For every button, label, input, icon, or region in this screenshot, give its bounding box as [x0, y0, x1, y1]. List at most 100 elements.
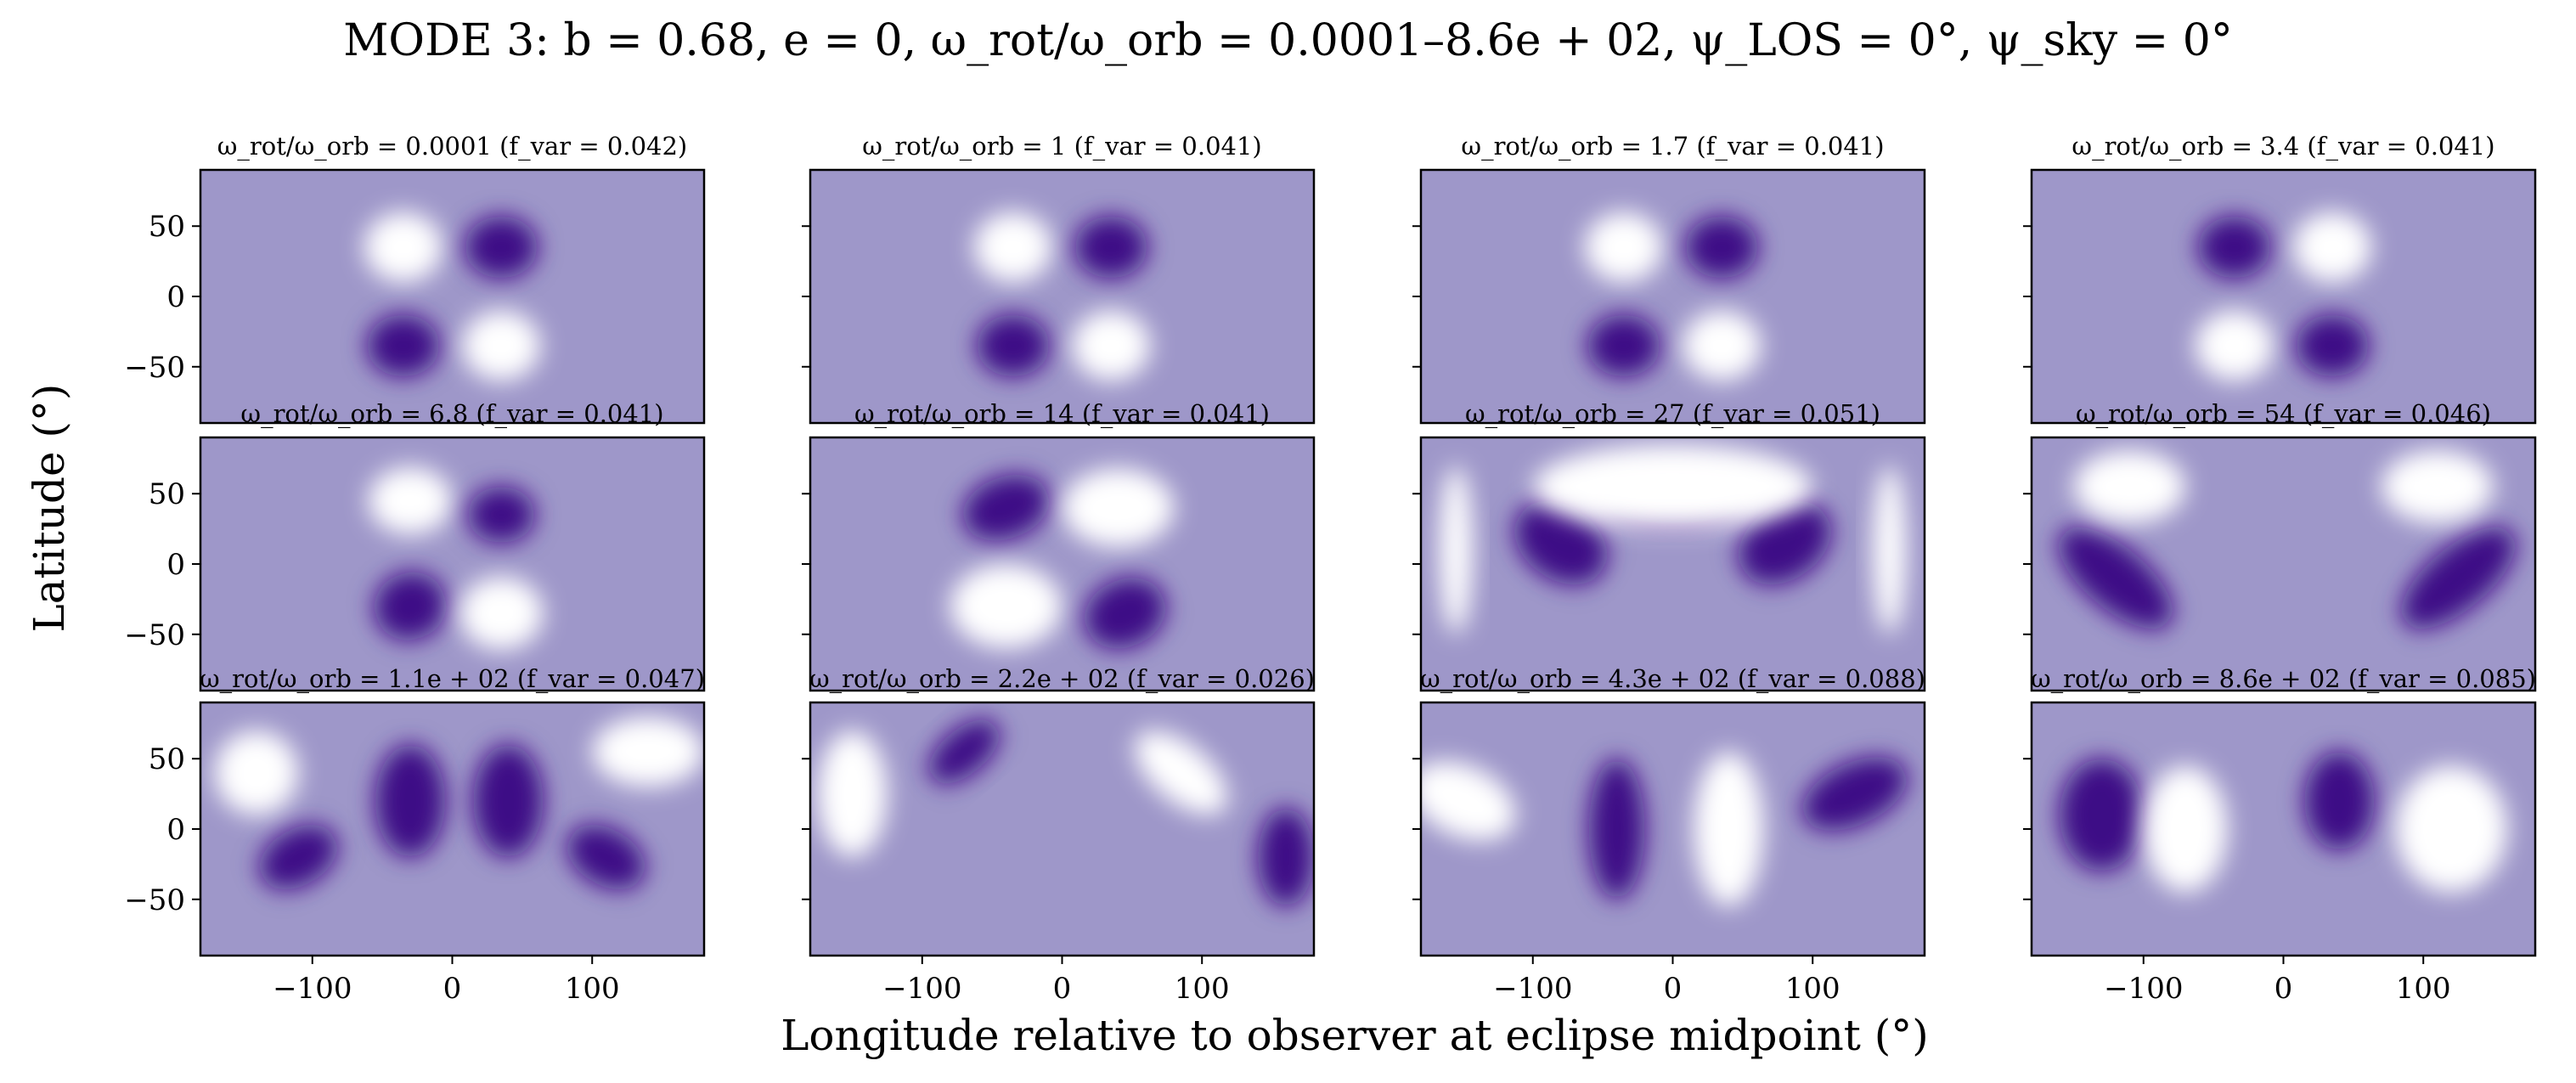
dark-region — [259, 825, 338, 889]
figure-title: MODE 3: b = 0.68, e = 0, ω_rot/ω_orb = 0… — [0, 15, 2576, 66]
y-tick-label: 50 — [149, 477, 185, 511]
dark-region — [2058, 527, 2173, 629]
light-region — [462, 310, 541, 381]
y-tick-label: 50 — [149, 742, 185, 776]
map-background — [200, 437, 704, 691]
panel-title: ω_rot/ω_orb = 8.6e + 02 (f_var = 0.085) — [2031, 664, 2536, 694]
light-region — [817, 730, 888, 858]
dark-region — [367, 314, 440, 377]
map-background — [810, 170, 1314, 423]
x-tick-label: −100 — [273, 972, 352, 1006]
x-tick-label: 0 — [443, 972, 462, 1006]
x-tick-label: 0 — [2274, 972, 2293, 1006]
panel-title: ω_rot/ω_orb = 27 (f_var = 0.051) — [1465, 399, 1880, 429]
light-region — [973, 212, 1052, 283]
light-region — [1421, 761, 1516, 841]
dark-region — [928, 719, 1000, 784]
dark-region — [1738, 501, 1831, 585]
x-tick-label: 100 — [1785, 972, 1840, 1006]
light-region — [2195, 310, 2274, 381]
light-region — [1873, 465, 1907, 635]
light-region — [2381, 449, 2494, 523]
y-tick-label: 0 — [166, 548, 185, 582]
light-region — [2293, 212, 2372, 283]
y-tick-label: −50 — [124, 618, 185, 652]
x-tick-label: 100 — [1175, 972, 1230, 1006]
dark-region — [1587, 314, 1660, 377]
y-tick-label: 0 — [166, 280, 185, 314]
light-region — [1694, 751, 1764, 907]
x-tick-label: −100 — [882, 972, 961, 1006]
x-tick-label: 100 — [2396, 972, 2451, 1006]
dark-region — [1514, 501, 1608, 585]
panel-title: ω_rot/ω_orb = 2.2e + 02 (f_var = 0.026) — [809, 664, 1315, 694]
dark-region — [374, 572, 447, 640]
dark-region — [375, 744, 446, 858]
y-tick-label: 50 — [149, 210, 185, 244]
x-tick-label: −100 — [2104, 972, 2183, 1006]
map-background — [810, 702, 1314, 956]
light-region — [2143, 765, 2228, 893]
light-region — [459, 576, 544, 650]
dark-region — [2198, 216, 2271, 279]
figure-title-text: MODE 3: b = 0.68, e = 0, ω_rot/ω_orb = 0… — [343, 15, 2233, 66]
light-region — [1584, 212, 1663, 283]
dark-region — [566, 825, 645, 889]
x-tick-label: −100 — [1493, 972, 1572, 1006]
panel-title: ω_rot/ω_orb = 4.3e + 02 (f_var = 0.088) — [1420, 664, 1925, 694]
light-region — [368, 466, 453, 535]
panel-title: ω_rot/ω_orb = 1.7 (f_var = 0.041) — [1461, 132, 1884, 161]
dark-region — [1801, 757, 1908, 831]
panel-title: ω_rot/ω_orb = 14 (f_var = 0.041) — [854, 399, 1270, 429]
dark-region — [1258, 808, 1314, 907]
light-region — [2395, 765, 2508, 893]
y-tick-label: −50 — [124, 351, 185, 385]
light-region — [1134, 730, 1228, 815]
light-region — [364, 212, 442, 283]
map-background — [810, 437, 1314, 691]
dark-region — [465, 216, 538, 279]
x-tick-label: 0 — [1053, 972, 1072, 1006]
dark-region — [2304, 751, 2375, 850]
dark-region — [473, 744, 544, 858]
dark-region — [2059, 759, 2144, 871]
map-background — [2032, 170, 2535, 423]
light-region — [2073, 449, 2186, 523]
x-tick-label: 100 — [565, 972, 620, 1006]
y-tick-label: 0 — [166, 813, 185, 847]
map-background — [200, 170, 704, 423]
dark-region — [1074, 216, 1147, 279]
panel-title: ω_rot/ω_orb = 54 (f_var = 0.046) — [2076, 399, 2491, 429]
light-region — [214, 730, 299, 815]
dark-region — [977, 314, 1050, 377]
dark-region — [2401, 527, 2516, 629]
map-background — [1421, 170, 1925, 423]
light-region — [1062, 468, 1175, 548]
light-region — [1439, 465, 1473, 635]
dark-region — [962, 475, 1050, 541]
panel-title: ω_rot/ω_orb = 1.1e + 02 (f_var = 0.047) — [200, 664, 705, 694]
dark-region — [1685, 216, 1758, 279]
light-region — [592, 716, 704, 787]
light-region — [1072, 310, 1151, 381]
dark-region — [2296, 314, 2369, 377]
dark-region — [1588, 759, 1645, 900]
y-tick-label: −50 — [124, 883, 185, 917]
dark-region — [1084, 578, 1166, 649]
light-region — [1683, 310, 1761, 381]
panel-title: ω_rot/ω_orb = 0.0001 (f_var = 0.042) — [217, 132, 688, 161]
panel-title: ω_rot/ω_orb = 3.4 (f_var = 0.041) — [2072, 132, 2494, 161]
